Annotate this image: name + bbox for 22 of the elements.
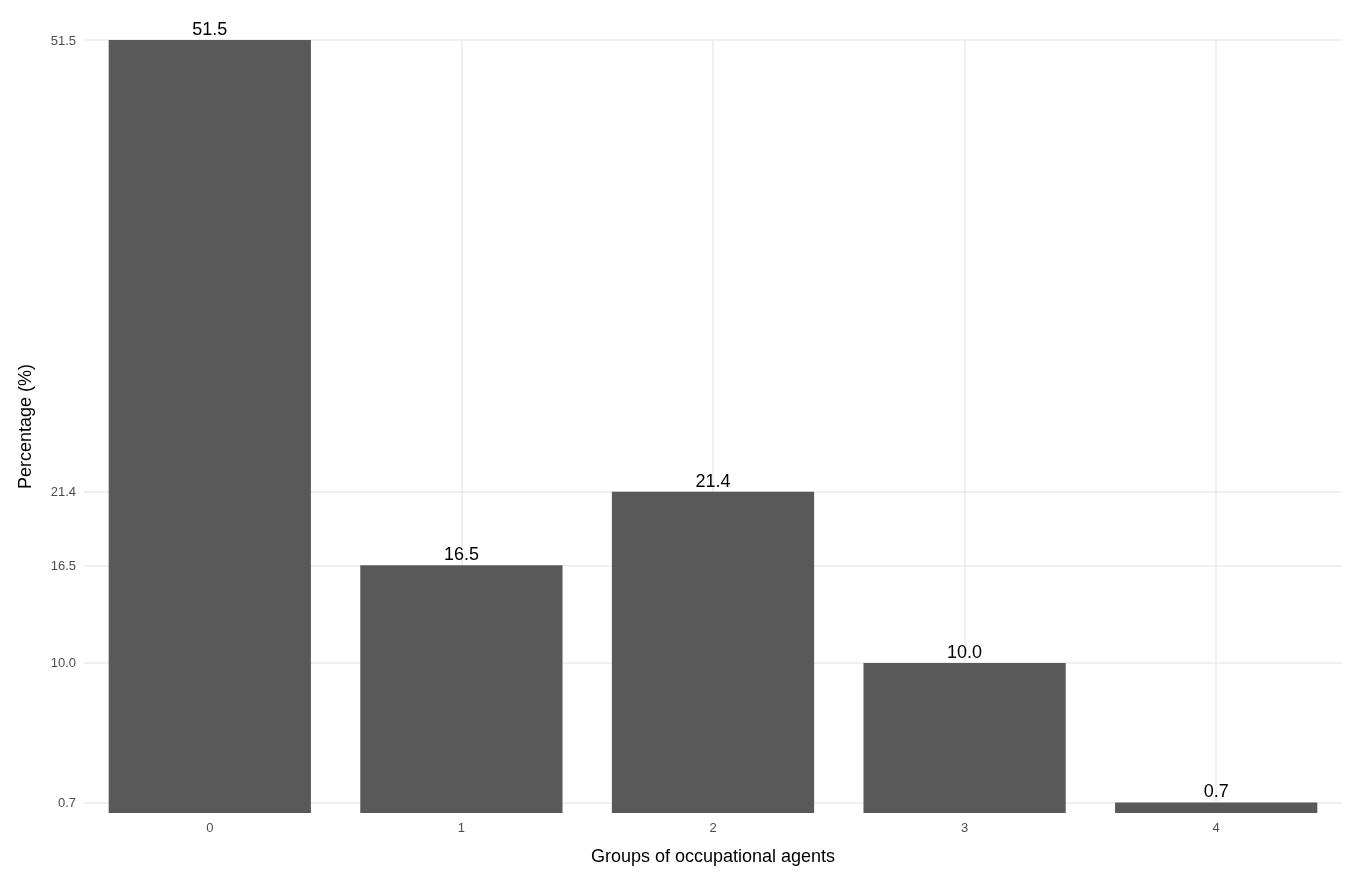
y-tick-label: 51.5 [50,32,76,48]
y-tick-label: 0.7 [57,794,76,810]
y-tick-label: 10.0 [50,655,76,671]
x-tick-label: 1 [457,820,466,835]
data-label: 51.5 [192,19,228,39]
x-tick-label: 0 [206,820,214,835]
data-label: 16.5 [443,544,479,565]
y-tick-label: 21.4 [50,484,76,500]
x-tick-label: 3 [960,820,969,835]
y-tick-label: 16.5 [50,557,76,573]
x-tick-label: 2 [709,820,717,835]
bar [863,662,1066,813]
x-tick-label: 4 [1212,820,1220,835]
bar [611,491,815,813]
data-label: 0.7 [1203,781,1229,802]
bar [108,40,311,813]
x-axis-title: Groups of occupational agents [590,846,836,866]
bar [1115,802,1318,813]
data-label: 21.4 [695,470,731,491]
bar [360,565,563,813]
y-axis-title: Percentage (%) [15,363,35,490]
data-label: 10.0 [947,641,983,662]
